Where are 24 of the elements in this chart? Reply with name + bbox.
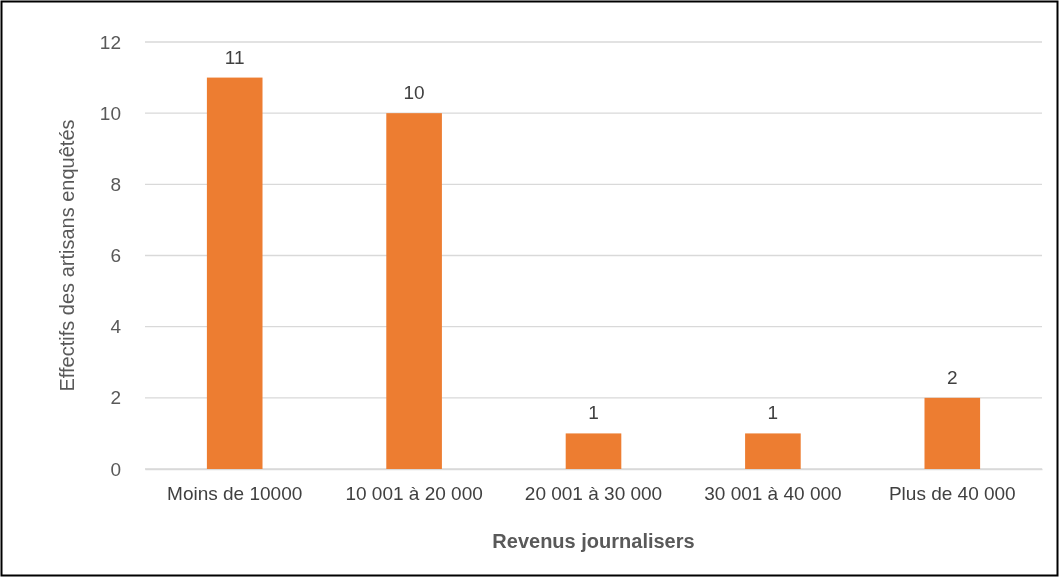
x-axis-title: Revenus journalisers — [492, 530, 695, 552]
x-tick-label: Moins de 10000 — [167, 483, 303, 505]
x-tick-label: Plus de 40 000 — [888, 483, 1016, 505]
y-tick-label: 12 — [99, 31, 121, 53]
data-label: 2 — [947, 366, 958, 388]
bar — [386, 113, 442, 469]
y-tick-label: 4 — [110, 316, 122, 338]
y-axis-title: Effectifs des artisans enquêtés — [56, 119, 78, 392]
bar — [565, 433, 622, 469]
x-tick-label: 10 001 à 20 000 — [345, 483, 483, 505]
y-tick-label: 10 — [99, 102, 121, 124]
bar — [206, 77, 263, 469]
y-tick-label: 8 — [110, 173, 121, 195]
x-tick-label: 20 001 à 30 000 — [524, 483, 663, 505]
y-tick-label: 0 — [110, 458, 121, 480]
x-tick-label: 30 001 à 40 000 — [704, 483, 842, 505]
data-label: 10 — [403, 82, 425, 104]
bar — [924, 397, 981, 469]
bar — [745, 433, 801, 469]
y-tick-label: 6 — [110, 245, 121, 267]
data-label: 11 — [224, 46, 245, 68]
y-tick-label: 2 — [110, 387, 121, 409]
data-label: 1 — [767, 402, 779, 424]
data-label: 1 — [588, 402, 599, 424]
